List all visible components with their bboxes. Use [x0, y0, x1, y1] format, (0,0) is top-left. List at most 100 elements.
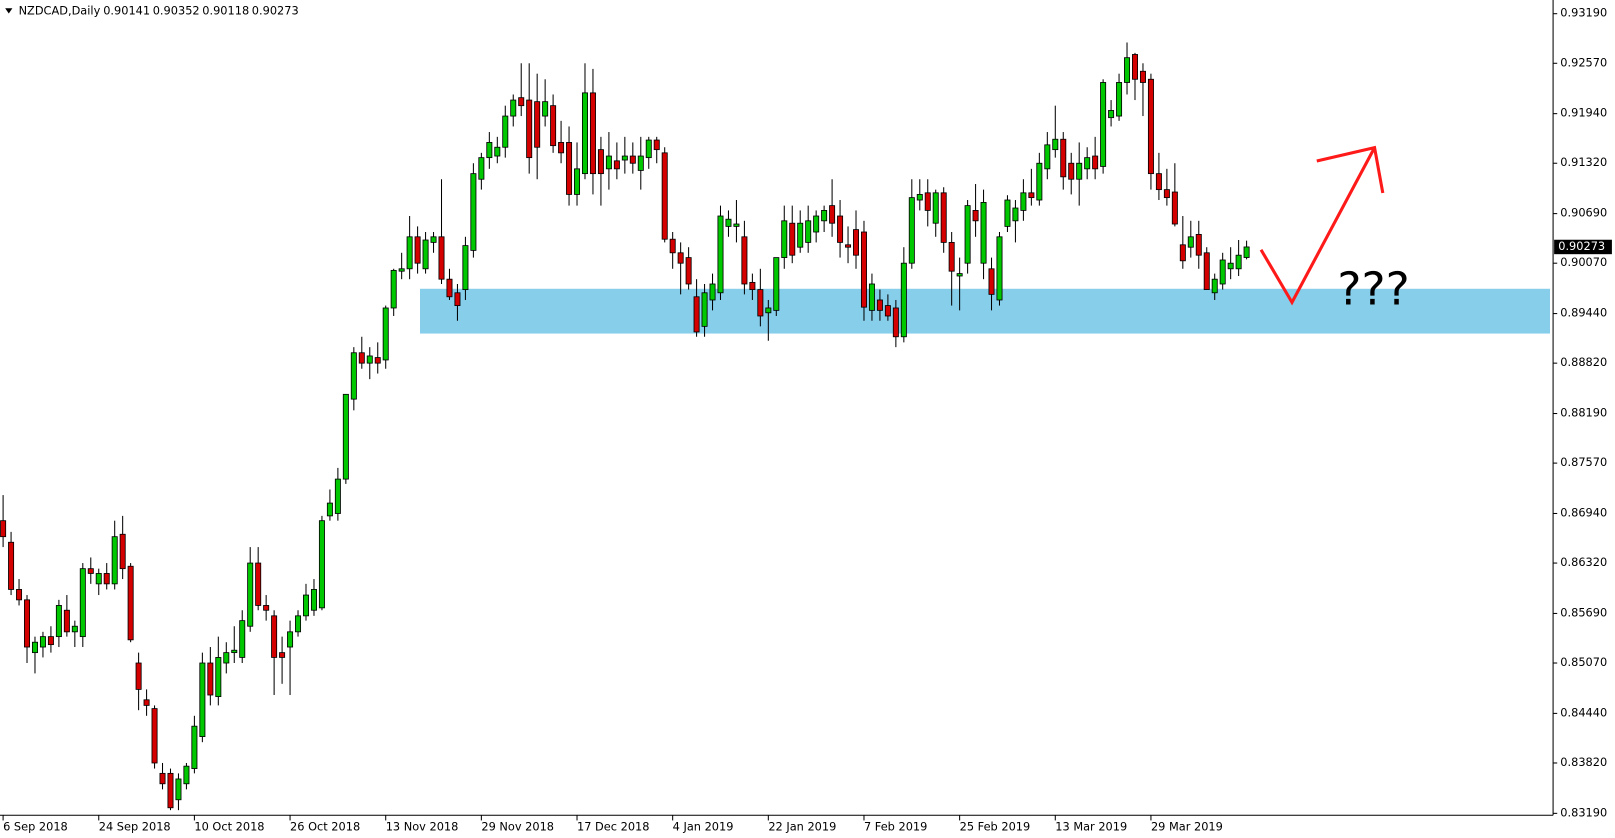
candle-body	[685, 257, 692, 285]
candle-body	[813, 215, 820, 233]
candle-body	[414, 236, 421, 264]
header-open: 0.90141	[103, 3, 150, 17]
candle-body	[589, 92, 596, 175]
candle-body	[0, 520, 7, 538]
candle-body	[1163, 189, 1170, 199]
candle-body	[558, 142, 565, 154]
candle-body	[191, 725, 198, 769]
candle-body	[733, 223, 740, 227]
candle-body	[892, 307, 899, 338]
candle-body	[534, 101, 541, 148]
header-close: 0.90273	[252, 3, 299, 17]
candle-body	[1147, 78, 1154, 175]
candle-body	[773, 257, 780, 311]
candle-body	[964, 205, 971, 264]
candle-body	[621, 155, 628, 161]
candle-body	[8, 541, 15, 590]
candle-body	[24, 599, 31, 648]
candle-body	[1235, 254, 1242, 270]
candle-body	[1028, 192, 1035, 199]
candle-body	[1020, 192, 1027, 211]
candle-body	[829, 205, 836, 224]
candle-body	[151, 708, 158, 764]
candle-body	[1060, 138, 1067, 178]
candle-body	[103, 573, 110, 585]
candle-body	[462, 245, 469, 290]
candle-body	[574, 168, 581, 195]
y-tick-label: 0.91320	[1560, 155, 1607, 169]
candle-body	[183, 765, 190, 785]
candle-body	[1243, 246, 1250, 258]
candle-body	[454, 292, 461, 306]
x-tick-label: 25 Feb 2019	[960, 820, 1031, 834]
candle-body	[279, 652, 286, 658]
candle-body	[653, 139, 660, 151]
x-tick-label: 24 Sep 2018	[99, 820, 171, 834]
candle-body	[948, 241, 955, 272]
candle-body	[1195, 233, 1202, 256]
candle-body	[1004, 199, 1011, 227]
x-tick-label: 7 Feb 2019	[864, 820, 927, 834]
candle-body	[637, 155, 644, 171]
candle-body	[1100, 82, 1107, 167]
candle-body	[446, 278, 453, 298]
candle-body	[390, 269, 397, 309]
candle-body	[868, 283, 875, 311]
candle-body	[47, 636, 54, 646]
x-tick-label: 29 Nov 2018	[481, 820, 554, 834]
header-low: 0.90118	[202, 3, 249, 17]
y-tick-label: 0.90070	[1560, 255, 1607, 269]
candle-body	[645, 139, 652, 159]
candle-body	[669, 238, 676, 254]
arrow-head	[1316, 145, 1385, 194]
menu-triangle[interactable]	[5, 8, 13, 14]
candle-body	[581, 92, 588, 175]
candle-body	[223, 652, 230, 664]
y-tick-label: 0.83190	[1560, 805, 1607, 819]
candle-body	[884, 305, 891, 317]
annotation: ???	[1337, 263, 1409, 316]
x-tick-label: 26 Oct 2018	[290, 820, 360, 834]
x-tick-label: 13 Nov 2018	[386, 820, 459, 834]
candle-body	[709, 283, 716, 301]
candle-body	[1171, 191, 1178, 225]
candle-body	[597, 149, 604, 175]
candle-body	[175, 778, 182, 801]
y-tick-label: 0.86940	[1560, 505, 1607, 519]
candle-body	[1012, 207, 1019, 222]
candle-body	[486, 142, 493, 159]
candle-body	[1036, 162, 1043, 201]
candle-body	[247, 562, 254, 627]
y-tick-label: 0.93190	[1560, 6, 1607, 20]
candle-body	[326, 502, 333, 517]
y-tick-label: 0.88190	[1560, 406, 1607, 420]
candle-body	[350, 352, 357, 400]
candle-body	[1132, 54, 1138, 80]
candle-body	[677, 252, 684, 264]
candle-body	[988, 268, 995, 295]
x-tick-label: 10 Oct 2018	[194, 820, 264, 834]
candle-body	[1124, 57, 1131, 83]
y-tick-label: 0.88820	[1560, 355, 1607, 369]
x-tick-label: 13 Mar 2019	[1055, 820, 1127, 834]
price-label: 0.90273	[1558, 239, 1605, 253]
candle-body	[510, 99, 517, 117]
candle-body	[741, 236, 748, 285]
zone-layer	[420, 288, 1550, 334]
candle-body	[55, 605, 62, 638]
candle-body	[932, 192, 939, 224]
candle-body	[629, 155, 636, 164]
candle-body	[159, 772, 166, 785]
candle-body	[725, 218, 732, 227]
candle-body	[789, 222, 796, 256]
candle-body	[1116, 82, 1123, 117]
candle-body	[199, 662, 206, 737]
candle-body	[382, 307, 389, 361]
y-tick-label: 0.87570	[1560, 455, 1607, 469]
candle-body	[661, 152, 668, 240]
candle-body	[566, 142, 573, 195]
candle-body	[701, 292, 708, 327]
candle-body	[207, 662, 214, 696]
